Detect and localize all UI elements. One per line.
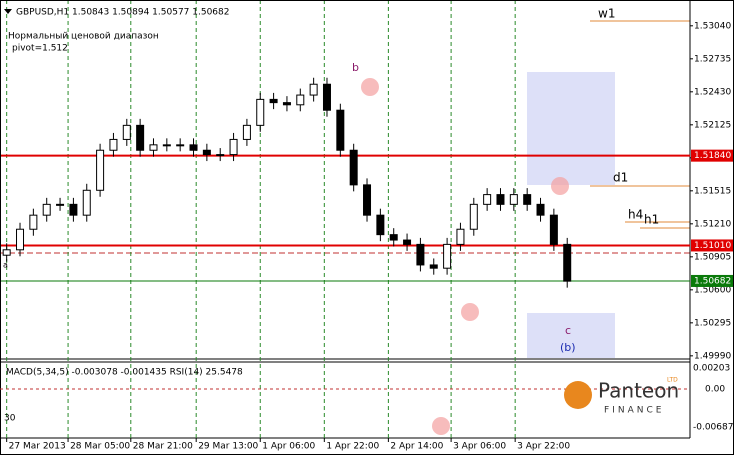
y-tick-label: 1.52430 — [694, 87, 731, 97]
candle-body — [96, 149, 105, 191]
candle-body — [2, 249, 11, 256]
marker — [361, 78, 379, 96]
annotation: h4 — [628, 208, 643, 222]
candle-body — [429, 264, 438, 269]
candle-body — [69, 203, 78, 216]
zone — [527, 72, 615, 185]
candle-body — [229, 138, 238, 156]
candle-body — [16, 228, 25, 251]
x-tick-label: 28 Mar 05:00 — [70, 442, 130, 452]
candle-body — [523, 194, 532, 205]
logo: Panteon FINANCE LTD — [564, 377, 679, 416]
candle-body — [416, 243, 425, 266]
candle-body — [509, 194, 518, 205]
candle-body — [443, 243, 452, 269]
candle-body — [483, 194, 492, 205]
candle-body — [149, 144, 158, 151]
logo-tag: LTD — [667, 377, 678, 384]
zone — [527, 313, 615, 358]
candle-body — [256, 98, 265, 126]
annotation: w1 — [598, 7, 615, 21]
candle-body — [376, 214, 385, 236]
candle-body — [349, 149, 358, 186]
candle-body — [469, 203, 478, 230]
candle-body — [82, 189, 91, 216]
candle-body — [296, 94, 305, 106]
annotation: c — [565, 324, 571, 337]
level-label: 1.51840 — [694, 151, 731, 161]
candle-body — [549, 214, 558, 245]
y-tick-label: 1.50905 — [694, 252, 731, 262]
annotation: a — [3, 261, 8, 270]
candle-body — [336, 109, 345, 151]
candle-body — [563, 243, 572, 282]
y-tick-label: 1.50295 — [694, 318, 731, 328]
annotation: b — [352, 61, 359, 74]
indicator-label: -0.006871 — [693, 423, 734, 433]
candle-body — [282, 102, 291, 106]
y-tick-label: 1.51515 — [694, 186, 731, 196]
x-tick-label: 3 Apr 06:00 — [453, 442, 506, 452]
x-tick-label: 29 Mar 13:00 — [198, 442, 258, 452]
annotation: h1 — [644, 213, 659, 227]
marker — [461, 303, 479, 321]
candle-body — [536, 203, 545, 216]
indicator-label: 0.00 — [705, 385, 725, 395]
marker — [551, 177, 569, 195]
candle-body — [269, 98, 278, 104]
indicator-label: 30 — [4, 414, 16, 424]
annotation: Нормальный ценовой диапазон — [8, 32, 159, 42]
candle-body — [309, 83, 318, 96]
x-tick-label: 1 Apr 06:00 — [262, 442, 315, 452]
y-tick-label: 1.52735 — [694, 54, 731, 64]
candle-body — [403, 239, 412, 245]
indicator-label: 0.00203 — [693, 364, 730, 374]
candle-body — [322, 83, 331, 111]
annotation: (b) — [560, 341, 576, 354]
level-box — [691, 149, 733, 162]
x-tick-label: 27 Mar 2013 — [9, 442, 66, 452]
logo-name: Panteon — [598, 379, 679, 403]
x-tick-label: 1 Apr 22:00 — [326, 442, 379, 452]
level-box — [691, 239, 733, 252]
level-label: 1.51010 — [694, 241, 731, 251]
x-tick-label: 3 Apr 22:00 — [517, 442, 570, 452]
y-tick-label: 1.51210 — [694, 219, 731, 229]
candle-body — [242, 124, 251, 140]
candle-body — [363, 184, 372, 216]
logo-sub: FINANCE — [604, 406, 664, 416]
candle-body — [29, 214, 38, 230]
y-tick-label: 1.50600 — [694, 285, 731, 295]
chart-title: GBPUSD,H1 1.50843 1.50894 1.50577 1.5068… — [16, 8, 229, 18]
candle-body — [109, 138, 118, 151]
candle-body — [216, 154, 225, 157]
candle-body — [189, 144, 198, 151]
y-tick-label: 1.49990 — [694, 351, 731, 361]
logo-icon — [564, 381, 592, 409]
candle-body — [202, 149, 211, 156]
marker — [432, 417, 450, 435]
x-tick-label: 28 Mar 21:00 — [133, 442, 193, 452]
x-tick-label: 2 Apr 14:00 — [390, 442, 443, 452]
candle-body — [42, 203, 51, 216]
annotation: d1 — [613, 171, 628, 185]
level-label: 1.50682 — [694, 276, 731, 286]
y-tick-label: 1.53040 — [694, 21, 731, 31]
candle-body — [389, 234, 398, 241]
indicator-title: MACD(5,34,5) -0.003078 -0.001435 RSI(14)… — [6, 368, 243, 378]
candle-body — [162, 144, 171, 147]
candle-body — [122, 124, 131, 140]
candle-body — [56, 203, 65, 206]
candle-body — [176, 144, 185, 147]
candle-body — [456, 228, 465, 245]
annotation: pivot=1.512 — [12, 44, 68, 54]
y-tick-label: 1.52125 — [694, 120, 731, 130]
level-box — [691, 274, 733, 287]
icon — [4, 9, 12, 14]
candle-body — [496, 194, 505, 205]
candle-body — [136, 124, 145, 151]
